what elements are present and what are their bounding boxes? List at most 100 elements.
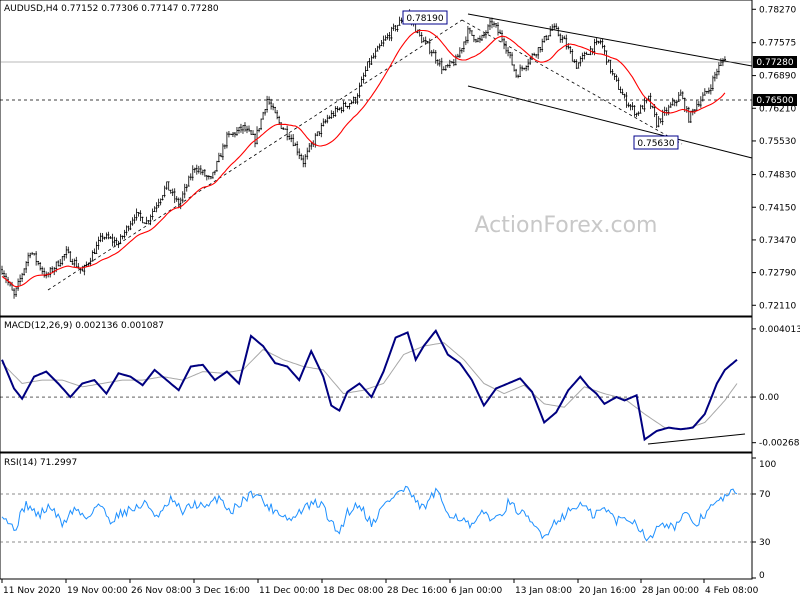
candle (65, 246, 68, 259)
rsi-tick-label: 70 (759, 490, 771, 500)
candle (372, 52, 375, 59)
candle (189, 173, 192, 181)
candle (601, 38, 604, 49)
candle (617, 77, 620, 90)
candle (121, 235, 124, 240)
candle (527, 58, 530, 71)
candle (296, 141, 299, 156)
candle (575, 59, 578, 69)
candle (298, 148, 301, 160)
candle (362, 72, 365, 84)
candle (195, 164, 198, 175)
macd-axis: 0.004013 0.00 -0.002687 (0, 325, 800, 449)
candle (509, 51, 512, 59)
candle (236, 127, 239, 136)
candle (115, 237, 118, 246)
rsi-title: RSI(14) 71.2997 (4, 458, 77, 468)
candle (382, 35, 385, 47)
candle (619, 86, 622, 94)
candle (185, 183, 188, 192)
candle (320, 122, 323, 138)
candle (464, 36, 467, 46)
candle (135, 208, 138, 221)
candle (432, 49, 435, 54)
channel-lower-line (467, 85, 753, 159)
candle (35, 251, 38, 266)
candle (288, 133, 291, 141)
candle (364, 66, 367, 78)
candle (332, 110, 335, 118)
candle (607, 59, 610, 63)
candle (147, 219, 150, 224)
candle (95, 241, 98, 254)
x-tick-label: 18 Dec 08:00 (323, 586, 384, 596)
candle (290, 134, 293, 143)
candle (625, 92, 628, 108)
candle (639, 104, 642, 114)
candle (525, 65, 528, 72)
candle (151, 208, 154, 220)
candle (360, 76, 363, 87)
macd-tick-label: -0.002687 (759, 439, 800, 449)
candle (613, 73, 616, 81)
fib-line-1 (47, 19, 463, 291)
candle (396, 24, 399, 32)
candle (193, 167, 196, 173)
candle (651, 105, 654, 109)
candle (477, 37, 480, 43)
candle (25, 261, 28, 273)
candle (187, 175, 190, 187)
candle (41, 266, 44, 275)
candle (75, 256, 78, 268)
candle (213, 170, 216, 176)
candle (19, 274, 22, 286)
candle (1, 265, 4, 275)
candle (450, 61, 453, 64)
candle (358, 82, 361, 98)
candle (523, 67, 526, 71)
candle (33, 253, 36, 256)
candle (434, 50, 437, 64)
candle (448, 59, 451, 68)
candle (348, 103, 351, 110)
candle (27, 252, 30, 267)
candle (199, 165, 202, 175)
candle (173, 188, 176, 204)
candle (715, 68, 718, 79)
candle (308, 142, 311, 153)
candle (244, 122, 247, 132)
annotation-high: 0.78190 (402, 10, 448, 25)
price-tick-label: 0.78270 (759, 5, 796, 15)
rsi-tick-label: 0 (759, 571, 765, 581)
candle (635, 112, 638, 118)
candle (119, 234, 122, 245)
x-tick-label: 19 Nov 00:00 (67, 586, 128, 596)
candle (334, 106, 337, 117)
candle (440, 57, 443, 75)
candle (238, 126, 241, 134)
rsi-line (1, 485, 738, 542)
candle (326, 114, 329, 124)
candle (39, 262, 42, 271)
candle (641, 105, 644, 110)
candle (511, 52, 514, 66)
candle (703, 88, 706, 96)
candle (284, 128, 287, 130)
candle (368, 57, 371, 68)
candle (21, 272, 24, 283)
candle (280, 122, 283, 129)
candle (346, 105, 349, 109)
candle (302, 155, 305, 168)
candle (43, 267, 46, 278)
candle (519, 64, 522, 77)
candle (603, 44, 606, 55)
candle (226, 131, 229, 149)
candle (131, 217, 134, 226)
price-tick-label: 0.72790 (759, 269, 796, 279)
candle (571, 49, 574, 62)
price-tick-label: 0.74150 (759, 203, 796, 213)
candle (268, 96, 271, 105)
candle (240, 123, 243, 133)
candle (545, 34, 548, 41)
